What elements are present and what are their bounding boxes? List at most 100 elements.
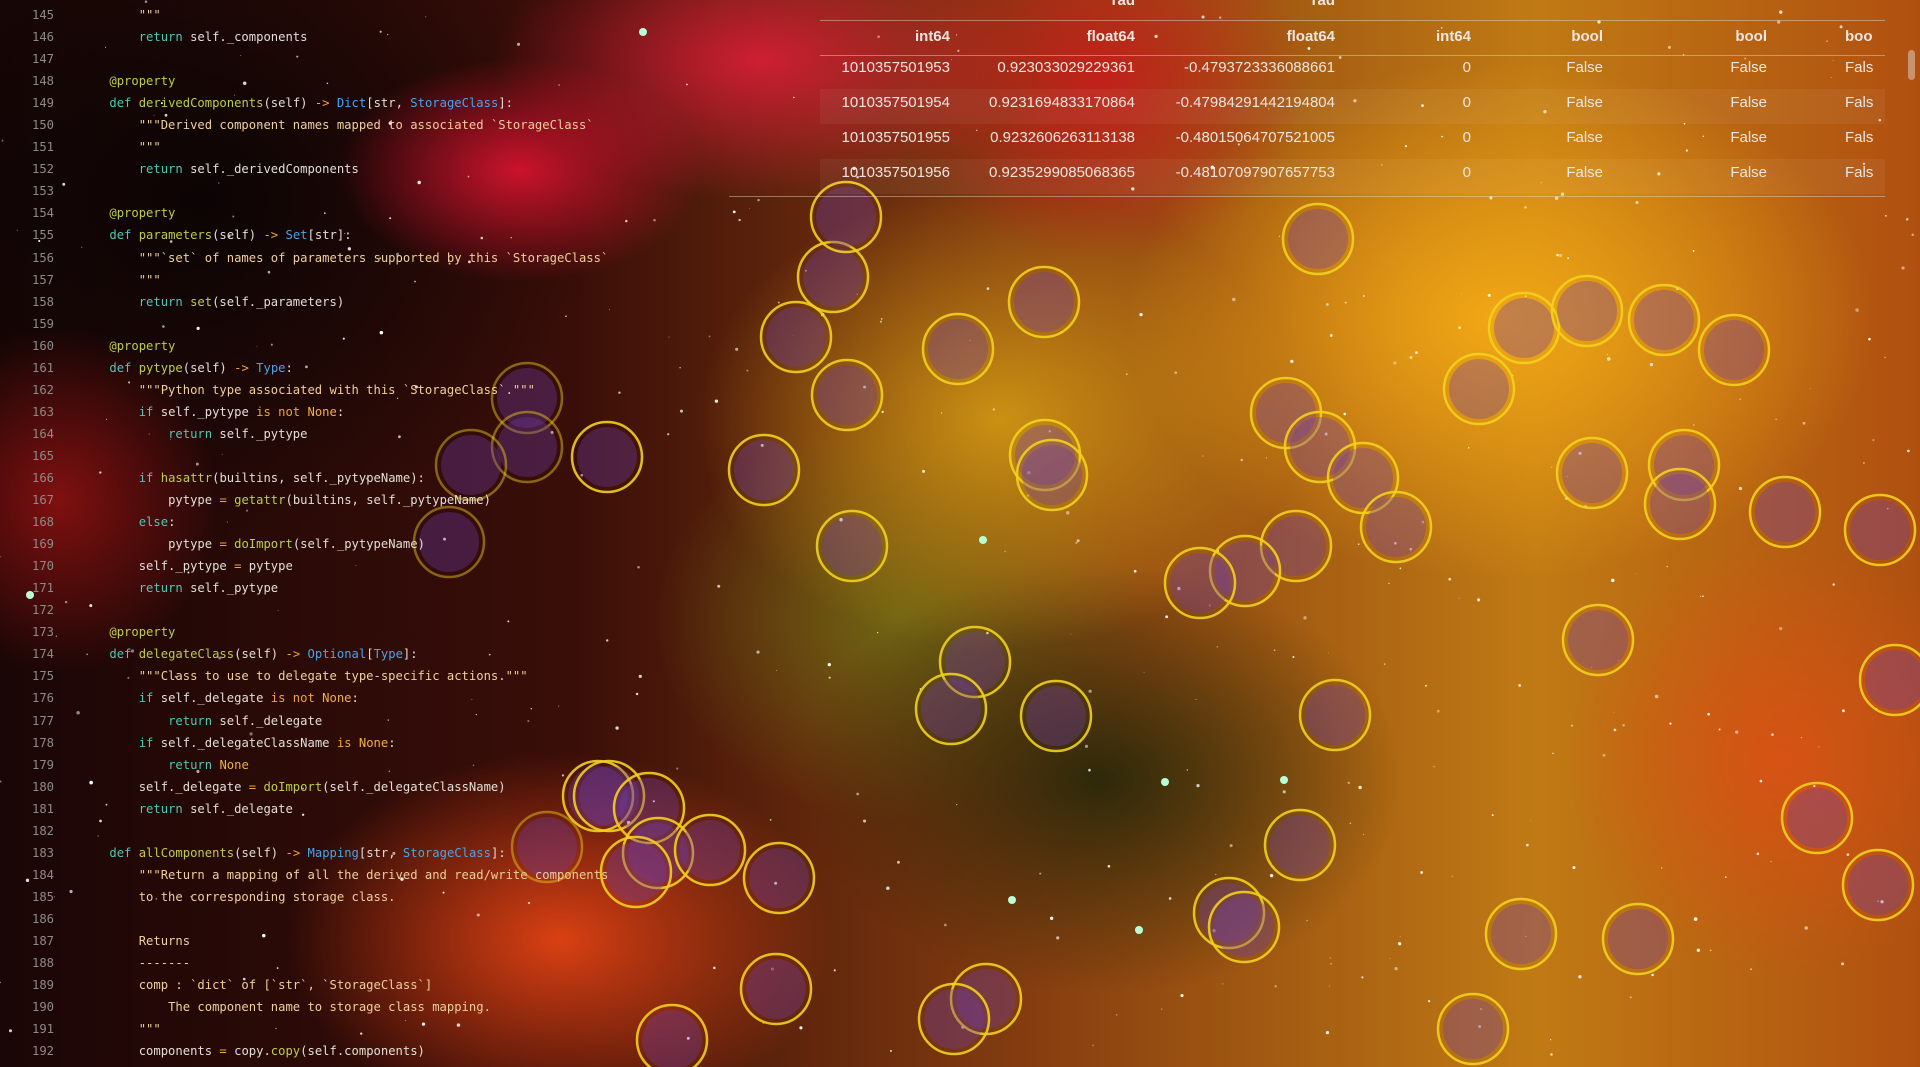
code-token-str: """Python type associated with this `Sto… xyxy=(138,382,535,397)
line-number: 167 xyxy=(31,493,54,508)
star xyxy=(1048,430,1052,433)
code-token-plain: self._delegate xyxy=(212,713,323,728)
star xyxy=(1441,135,1444,138)
table-cell: False xyxy=(1730,59,1767,76)
star xyxy=(889,1049,892,1052)
source-marker-circle xyxy=(914,672,988,746)
table-cell: Fals xyxy=(1845,129,1874,146)
star xyxy=(443,537,446,541)
source-marker-circle xyxy=(742,841,816,915)
code-token-kw: def xyxy=(109,228,132,243)
star xyxy=(1268,108,1270,110)
code-token-plain xyxy=(80,669,139,683)
star xyxy=(1180,993,1184,998)
source-glow xyxy=(606,842,666,902)
code-token-plain xyxy=(183,295,190,309)
star xyxy=(1669,722,1672,725)
star xyxy=(880,318,883,320)
code-token-op: is not xyxy=(270,691,315,706)
star xyxy=(1357,543,1360,545)
star xyxy=(388,121,393,125)
star xyxy=(1425,684,1427,687)
source-glow xyxy=(1634,290,1694,350)
code-token-plain: self._derivedComponents xyxy=(182,162,359,177)
code-token-plain: self._pytype xyxy=(182,581,279,596)
code-token-kw: def xyxy=(109,845,132,860)
source-glow xyxy=(1305,685,1365,745)
source-glow xyxy=(1755,482,1815,542)
star xyxy=(105,803,108,806)
source-marker-circle xyxy=(490,410,564,484)
source-marker-circle xyxy=(490,361,564,435)
star xyxy=(1622,724,1625,727)
source-marker-circle xyxy=(570,420,644,494)
table-cell: False xyxy=(1566,164,1603,181)
star xyxy=(187,571,190,574)
table-cell: False xyxy=(1730,129,1767,146)
code-token-op: is xyxy=(336,735,352,750)
table-scrollbar[interactable] xyxy=(1908,50,1915,80)
star xyxy=(668,336,670,338)
star xyxy=(828,676,831,679)
code-token-kw: if xyxy=(138,470,154,485)
code-token-op: = xyxy=(219,537,227,552)
source-glow xyxy=(441,435,501,495)
code-token-fn: allComponents xyxy=(138,845,235,860)
star xyxy=(1660,867,1663,869)
star xyxy=(1884,356,1886,359)
code-token-plain: [str, xyxy=(366,96,411,111)
code-token-fn: getattr xyxy=(234,493,286,508)
line-number: 161 xyxy=(31,360,54,375)
star xyxy=(262,933,266,938)
code-token-plain xyxy=(80,846,109,860)
star xyxy=(1201,15,1205,19)
table-cell: 0.923033029229361 xyxy=(997,59,1135,76)
star xyxy=(388,770,391,773)
code-token-plain xyxy=(80,427,168,441)
star xyxy=(379,257,382,260)
code-token-fn: hasattr xyxy=(160,470,213,485)
source-marker-circle xyxy=(561,759,635,833)
star xyxy=(1739,398,1742,401)
star xyxy=(1338,56,1342,59)
star xyxy=(1458,597,1460,599)
bright-star xyxy=(639,28,647,36)
code-token-plain xyxy=(80,471,139,485)
table-cell: Fals xyxy=(1845,59,1874,76)
star xyxy=(1216,646,1218,648)
star xyxy=(379,30,382,33)
star xyxy=(1076,539,1080,543)
code-text: def allComponents(self) -> Mapping[str, … xyxy=(80,842,505,864)
code-text: @property xyxy=(80,70,175,92)
source-glow xyxy=(956,969,1016,1029)
star xyxy=(1886,507,1889,510)
star xyxy=(558,84,560,86)
star xyxy=(1065,511,1070,515)
star xyxy=(1477,598,1481,602)
line-number: 158 xyxy=(31,294,54,309)
star xyxy=(1273,649,1276,652)
star xyxy=(746,369,749,372)
code-token-kw: return xyxy=(138,581,183,596)
star xyxy=(442,891,445,894)
line-number: 148 xyxy=(31,74,54,89)
star xyxy=(606,639,609,642)
star xyxy=(637,566,640,569)
star xyxy=(1421,520,1425,524)
code-token-plain xyxy=(80,581,139,595)
line-number: 164 xyxy=(31,426,54,441)
code-token-plain: : xyxy=(336,404,345,419)
source-marker-circle xyxy=(1550,274,1624,348)
source-marker-circle xyxy=(1841,848,1915,922)
code-text: """Class to use to delegate type-specifi… xyxy=(80,665,528,687)
code-token-plain: pytype xyxy=(168,537,220,552)
star xyxy=(379,330,384,335)
code-token-kw: return xyxy=(138,294,183,309)
source-glow xyxy=(579,766,639,826)
star xyxy=(530,708,532,710)
star xyxy=(1358,785,1362,790)
star xyxy=(153,114,155,117)
star xyxy=(897,860,900,864)
star xyxy=(249,732,253,736)
source-glow xyxy=(642,1010,702,1067)
